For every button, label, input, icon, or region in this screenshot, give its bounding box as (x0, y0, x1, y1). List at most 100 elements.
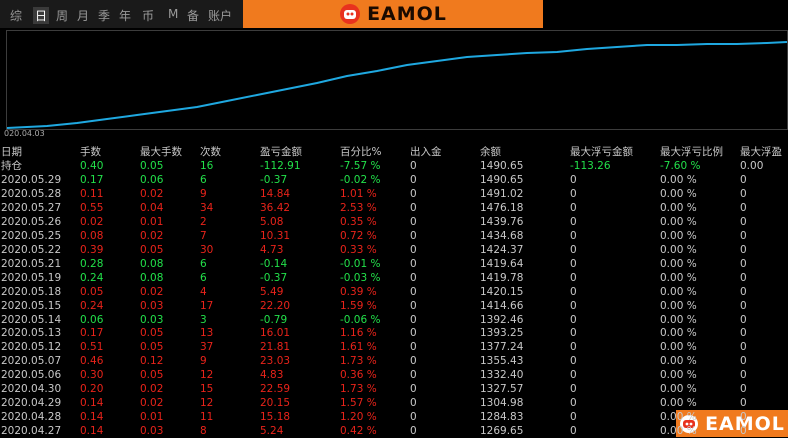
table-cell: 1.01 % (340, 187, 377, 200)
column-header: 出入金 (410, 146, 442, 158)
table-cell: 5.49 (260, 285, 284, 298)
table-cell: 0 (570, 215, 577, 228)
bottom-banner: EAMOL (676, 410, 788, 437)
table-cell: -0.02 % (340, 174, 381, 186)
table-cell: 0.04 (140, 201, 164, 214)
table-cell: 23.03 (260, 355, 291, 368)
table-cell: -0.01 % (340, 257, 381, 270)
table-cell: 1491.02 (480, 187, 524, 200)
tab[interactable]: 日 (33, 7, 50, 24)
column-header: 最大手数 (140, 146, 182, 158)
table-cell: 0.00 (740, 160, 764, 172)
tab[interactable]: 月 (77, 9, 90, 23)
table-cell: 0 (410, 341, 417, 354)
table-cell: 1.16 % (340, 327, 377, 340)
table-cell: 5.08 (260, 215, 284, 228)
table-cell: 1377.24 (480, 341, 524, 354)
table-cell: 1327.57 (480, 383, 524, 396)
table-cell: 1392.46 (480, 313, 524, 326)
table-cell: 0.00 % (660, 243, 697, 256)
table-cell: 0 (570, 271, 577, 284)
table-cell: 0.05 (80, 285, 104, 298)
table-cell: 0 (740, 187, 747, 200)
table-cell: 5.24 (260, 425, 284, 438)
tab[interactable]: M (168, 7, 179, 21)
table-cell: 0.72 % (340, 229, 377, 242)
table-cell: 37 (200, 341, 214, 354)
table-cell: -0.14 (260, 257, 288, 270)
column-header: 余额 (480, 146, 501, 158)
row-label: 2020.05.29 (1, 174, 62, 186)
table-cell: 0.00 % (660, 425, 697, 438)
table-cell: 0.14 (80, 425, 104, 438)
table-cell: 4 (200, 285, 207, 298)
column-header: 最大浮亏金额 (570, 146, 633, 158)
table-cell: -113.26 (570, 160, 611, 172)
table-cell: 0 (410, 229, 417, 242)
row-label: 2020.05.18 (1, 285, 62, 298)
table-cell: 0.42 % (340, 425, 377, 438)
tab[interactable]: 备 (187, 9, 200, 23)
table-cell: 0.14 (80, 397, 104, 410)
table-cell: 16.01 (260, 327, 291, 340)
table-cell: 0 (410, 160, 417, 172)
table-cell: 0 (740, 257, 747, 270)
row-label: 2020.05.06 (1, 369, 62, 382)
table-cell: 22.20 (260, 299, 291, 312)
tab[interactable]: 年 (119, 9, 132, 23)
table-cell: 4.73 (260, 243, 284, 256)
table-cell: 0.40 (80, 160, 104, 172)
table-cell: 0.08 (140, 271, 164, 284)
table-cell: 1424.37 (480, 243, 524, 256)
table-cell: 0.02 (140, 383, 164, 396)
table-cell: 0.01 (140, 411, 164, 424)
row-label: 持仓 (1, 160, 22, 172)
row-label: 2020.05.21 (1, 257, 62, 270)
table-cell: 9 (200, 355, 207, 368)
tab[interactable]: 周 (56, 9, 69, 23)
row-label: 2020.05.12 (1, 341, 62, 354)
table-cell: -0.37 (260, 174, 288, 186)
table-cell: 0.33 % (340, 243, 377, 256)
table-cell: 0 (570, 341, 577, 354)
table-cell: 0.00 % (660, 411, 697, 424)
table-cell: 0 (410, 299, 417, 312)
table-cell: 1304.98 (480, 397, 524, 410)
table-cell: 0 (740, 299, 747, 312)
table-cell: 0.51 (80, 341, 104, 354)
table-cell: 0 (740, 285, 747, 298)
table-cell: 1434.68 (480, 229, 524, 242)
tab[interactable]: 综 (10, 9, 23, 23)
table-cell: 0 (570, 243, 577, 256)
table-cell: 0 (740, 215, 747, 228)
table-cell: 21.81 (260, 341, 291, 354)
row-label: 2020.05.22 (1, 243, 62, 256)
row-label: 2020.04.27 (1, 425, 62, 438)
logo-icon (680, 414, 699, 433)
table-cell: 7 (200, 229, 207, 242)
table-cell: 0.00 % (660, 201, 697, 214)
row-label: 2020.04.28 (1, 411, 62, 424)
table-cell: 1.20 % (340, 411, 377, 424)
table-cell: 0.00 % (660, 215, 697, 228)
table-cell: 13 (200, 327, 214, 340)
table-cell: 0 (740, 411, 747, 424)
table-cell: 0.00 % (660, 229, 697, 242)
table-cell: 0.46 (80, 355, 104, 368)
table-cell: 1439.76 (480, 215, 524, 228)
row-label: 2020.05.25 (1, 229, 62, 242)
table-cell: 0.05 (140, 327, 164, 340)
table-cell: 0.05 (140, 341, 164, 354)
tab[interactable]: 季 (98, 9, 111, 23)
table-cell: 0.03 (140, 299, 164, 312)
table-cell: 22.59 (260, 383, 291, 396)
table-cell: 1.57 % (340, 397, 377, 410)
table-cell: 0 (410, 383, 417, 396)
table-cell: 0.00 % (660, 397, 697, 410)
table-cell: 6 (200, 271, 207, 284)
tab[interactable]: 币 (142, 9, 155, 23)
table-cell: 0.24 (80, 271, 104, 284)
tab[interactable]: 账户 (208, 9, 233, 23)
table-cell: 1393.25 (480, 327, 524, 340)
